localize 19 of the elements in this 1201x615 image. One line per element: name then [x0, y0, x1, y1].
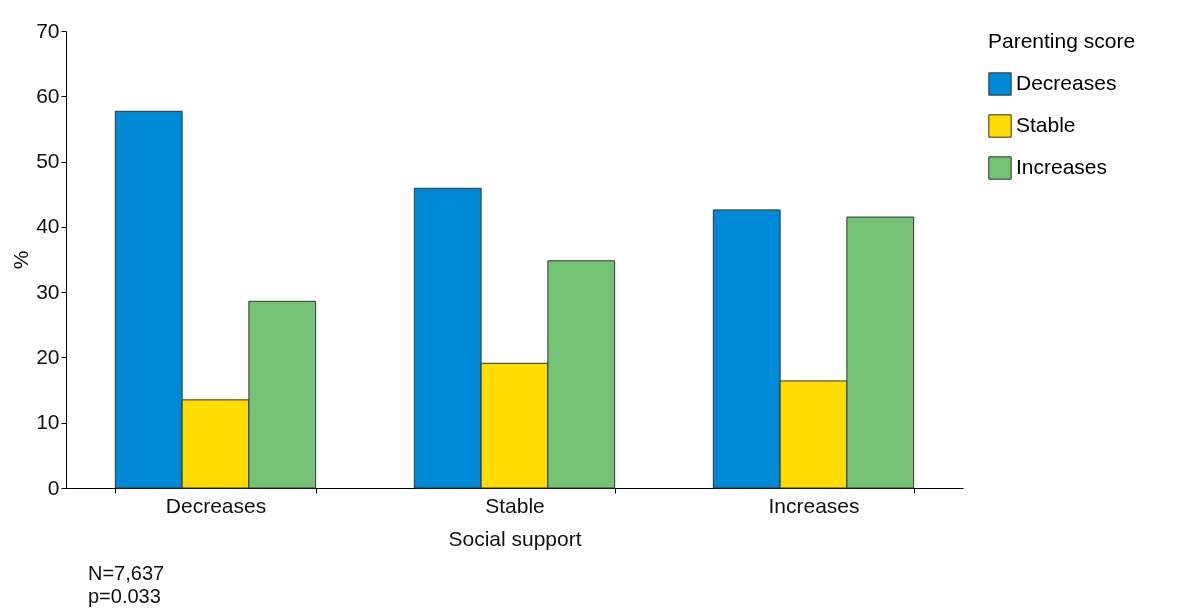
y-tick-label: 30: [36, 279, 60, 303]
legend-label: Increases: [1016, 155, 1108, 178]
x-tick-label: Stable: [485, 493, 545, 517]
y-tick-label: 20: [36, 344, 60, 368]
legend-label: Stable: [1016, 113, 1076, 136]
x-tick-label: Decreases: [165, 493, 267, 517]
y-tick-label: 10: [36, 410, 60, 434]
x-axis-title: Social support: [448, 526, 582, 550]
text: p=0.033: [88, 585, 162, 608]
y-tick-label: 50: [36, 149, 60, 173]
y-tick-label: 40: [36, 214, 60, 238]
y-tick-label: 70: [36, 18, 60, 42]
x-tick-label: Increases: [768, 493, 860, 517]
legend-title: Parenting score: [988, 29, 1136, 52]
text: N=7,637: [88, 562, 165, 585]
y-axis-title: %: [9, 250, 33, 270]
legend-label: Decreases: [1016, 71, 1117, 94]
y-tick-label: 60: [36, 83, 60, 107]
y-tick-label: 0: [47, 475, 60, 499]
